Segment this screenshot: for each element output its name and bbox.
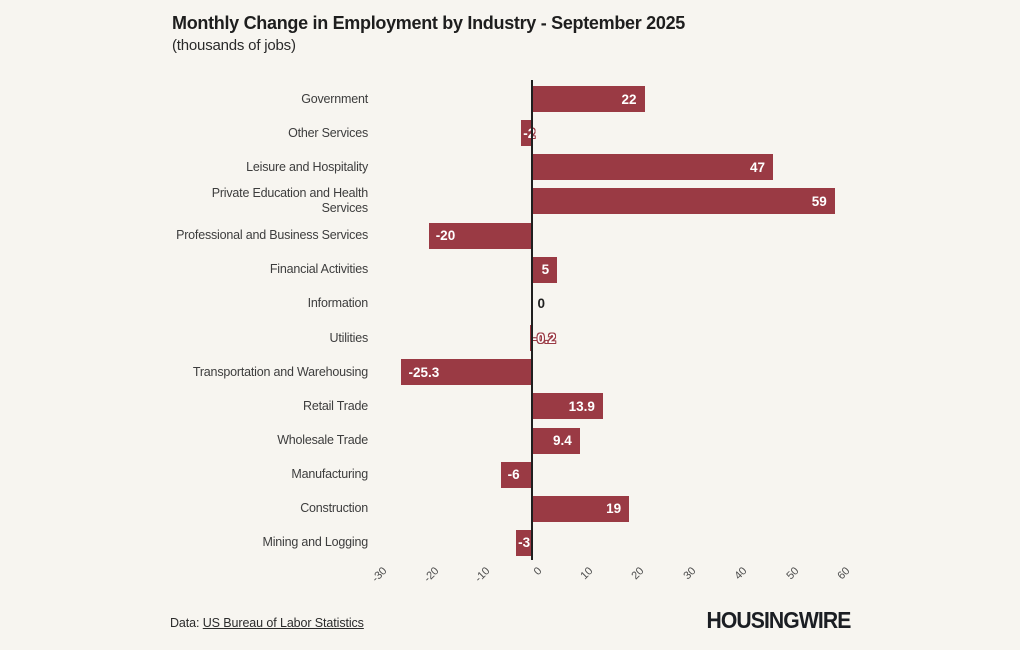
value-label: 47: [750, 159, 766, 175]
x-axis-tick: -20: [421, 565, 442, 585]
value-label: -2: [523, 125, 536, 141]
value-label: -3: [518, 535, 531, 551]
value-label: -25.3: [408, 364, 440, 380]
category-label: Leisure and Hospitality: [246, 159, 368, 174]
category-label: Information: [307, 296, 369, 311]
value-label: 5: [541, 262, 550, 278]
bar: [521, 120, 532, 147]
zero-axis-line: [530, 80, 533, 560]
category-label: Utilities: [329, 330, 369, 345]
category-label: Construction: [300, 501, 368, 516]
bar: [516, 529, 532, 556]
category-label: Financial Activities: [269, 262, 368, 277]
value-label: 19: [606, 501, 622, 517]
bar: [531, 256, 558, 283]
housingwire-logo: HOUSINGWIRE: [706, 607, 851, 633]
x-axis-tick: 20: [629, 565, 647, 583]
x-axis-tick: -10: [472, 565, 493, 585]
bar: [531, 154, 774, 181]
category-label: Retail Trade: [303, 398, 368, 413]
category-label: Other Services: [288, 125, 368, 140]
x-axis-tick: 10: [578, 565, 596, 583]
x-axis-tick: 0: [531, 565, 544, 578]
bar: [500, 461, 532, 488]
x-axis-tick: 50: [783, 565, 801, 583]
bar: [428, 222, 532, 249]
x-axis-tick: 30: [681, 565, 699, 583]
bar: [531, 86, 645, 112]
value-label: -20: [435, 228, 456, 244]
category-label: Manufacturing: [291, 467, 368, 482]
category-label: Private Education and Health Services: [211, 186, 369, 216]
data-source-note: Data: US Bureau of Labor Statistics: [170, 616, 364, 630]
bar: [531, 427, 580, 454]
chart-title: Monthly Change in Employment by Industry…: [172, 13, 685, 33]
x-axis-tick: -30: [370, 565, 390, 585]
value-label: 59: [811, 193, 827, 209]
category-label: Wholesale Trade: [277, 433, 368, 447]
value-label: 13.9: [568, 398, 595, 414]
x-axis-tick: 40: [732, 565, 750, 583]
data-source-link[interactable]: US Bureau of Labor Statistics: [202, 616, 364, 630]
value-label: 22: [621, 91, 637, 107]
value-label: 9.4: [553, 433, 572, 448]
bar: [531, 393, 603, 420]
value-label: 0: [537, 296, 546, 312]
x-axis-tick: 60: [835, 565, 853, 583]
value-label: -0.2: [532, 330, 556, 346]
chart-subtitle: (thousands of jobs): [172, 37, 296, 54]
value-label: -6: [507, 467, 520, 483]
category-label: Transportation and Warehousing: [192, 364, 368, 379]
bar: [401, 359, 532, 386]
data-source-prefix: Data:: [170, 616, 203, 630]
category-label: Professional and Business Services: [176, 228, 368, 243]
bar: [531, 188, 835, 215]
category-label: Mining and Logging: [262, 535, 368, 550]
category-label: Government: [301, 91, 368, 106]
bar: [531, 495, 630, 522]
